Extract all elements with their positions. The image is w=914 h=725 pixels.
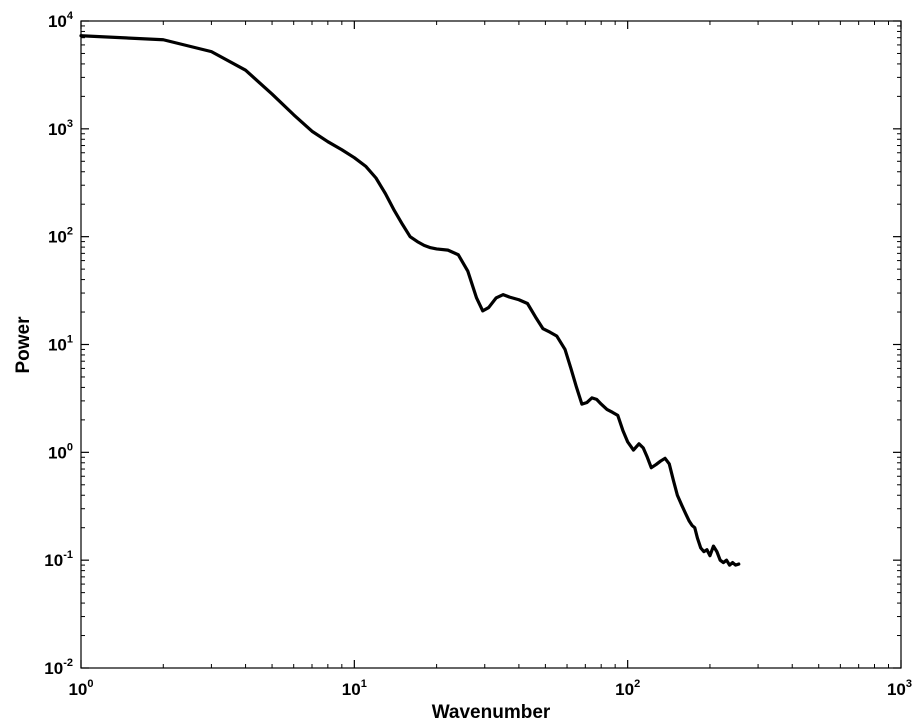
y-tick-label-exponent: 2 bbox=[67, 226, 73, 238]
y-tick-label-base: 10 bbox=[48, 443, 67, 462]
y-tick-label: 102 bbox=[48, 226, 73, 247]
y-tick-label-base: 10 bbox=[48, 228, 67, 247]
y-tick-label: 101 bbox=[48, 334, 73, 355]
plot-area bbox=[80, 20, 902, 669]
y-tick-label: 103 bbox=[48, 118, 73, 139]
y-tick-label: 104 bbox=[48, 10, 74, 31]
y-tick-label: 100 bbox=[48, 441, 73, 462]
y-axis-title: Power bbox=[13, 316, 34, 374]
x-tick-label: 100 bbox=[68, 678, 93, 699]
y-tick-label-exponent: 0 bbox=[67, 441, 73, 453]
y-tick-label-base: 10 bbox=[48, 336, 67, 355]
x-tick-label-base: 10 bbox=[68, 680, 87, 699]
x-axis-ticks: 100 101 102 103 bbox=[68, 21, 912, 699]
x-tick-label-exponent: 2 bbox=[634, 678, 640, 690]
x-tick-label: 102 bbox=[615, 678, 640, 699]
y-tick-label-exponent: -1 bbox=[63, 549, 73, 561]
y-tick-label-base: 10 bbox=[44, 551, 63, 570]
y-tick-label-exponent: 4 bbox=[67, 10, 74, 22]
x-tick-label-base: 10 bbox=[615, 680, 634, 699]
y-tick-label-base: 10 bbox=[48, 12, 67, 31]
x-axis-title: Wavenumber bbox=[432, 702, 551, 723]
x-tick-label: 103 bbox=[887, 678, 912, 699]
x-tick-label-base: 10 bbox=[887, 680, 906, 699]
y-tick-label-base: 10 bbox=[48, 120, 67, 139]
series-line-0 bbox=[79, 34, 741, 567]
y-tick-label: 10-2 bbox=[44, 657, 73, 678]
y-tick-label-base: 10 bbox=[44, 659, 63, 678]
x-tick-label-exponent: 3 bbox=[906, 678, 912, 690]
x-tick-label-base: 10 bbox=[342, 680, 361, 699]
y-tick-label-exponent: 1 bbox=[67, 334, 73, 346]
y-tick-label: 10-1 bbox=[44, 549, 73, 570]
data-series bbox=[79, 34, 741, 567]
x-tick-label: 101 bbox=[342, 678, 367, 699]
y-tick-label-exponent: -2 bbox=[63, 657, 73, 669]
y-tick-label-exponent: 3 bbox=[67, 118, 73, 130]
x-tick-label-exponent: 0 bbox=[87, 678, 93, 690]
x-tick-label-exponent: 1 bbox=[361, 678, 367, 690]
